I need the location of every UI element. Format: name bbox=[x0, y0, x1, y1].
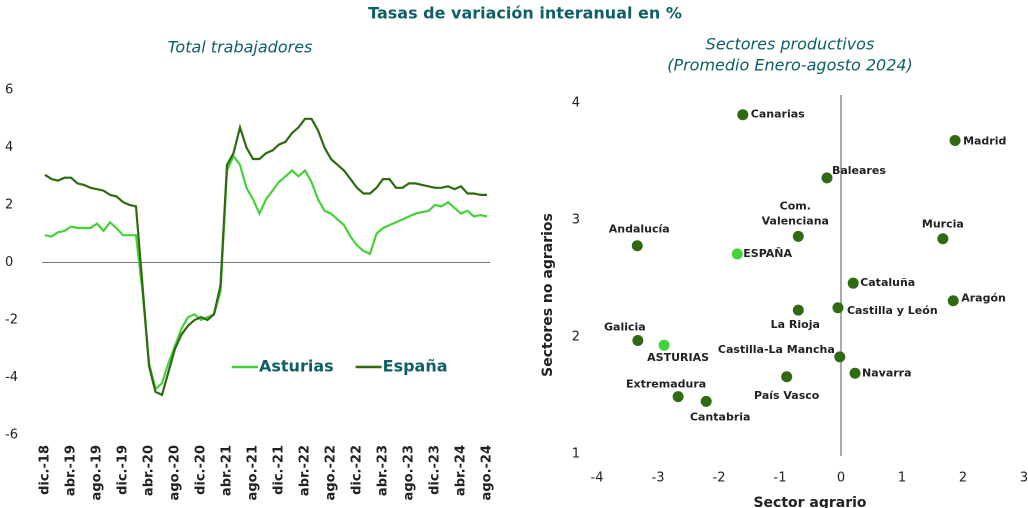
point-label: Galicia bbox=[604, 321, 646, 334]
y-tick-label: -4 bbox=[5, 370, 18, 385]
scatter-point bbox=[847, 277, 859, 289]
scatter-point bbox=[658, 339, 670, 351]
scatter-point bbox=[849, 367, 861, 379]
x-tick-label: dic.-22 bbox=[350, 445, 365, 495]
x-tick-label: abr.-22 bbox=[298, 445, 313, 496]
scatter-point bbox=[832, 302, 844, 314]
x-tick-label: ago.-24 bbox=[480, 445, 495, 500]
x-tick-label: dic.-18 bbox=[38, 445, 53, 495]
x-tick-label: -2 bbox=[713, 471, 726, 486]
legend-label: España bbox=[383, 357, 448, 376]
scatter-point bbox=[631, 240, 643, 252]
y-tick-label: -6 bbox=[5, 428, 18, 443]
x-tick-label: dic.-23 bbox=[428, 445, 443, 495]
scatter-point bbox=[672, 391, 684, 403]
y-tick-label: -2 bbox=[5, 313, 18, 328]
point-label: País Vasco bbox=[754, 389, 820, 402]
chart-title: Sectores productivos bbox=[706, 35, 875, 54]
y-tick-label: 1 bbox=[572, 447, 580, 462]
point-label: La Rioja bbox=[771, 318, 820, 331]
chart-subtitle: (Promedio Enero-agosto 2024) bbox=[667, 56, 913, 75]
x-tick-label: dic.-20 bbox=[194, 445, 209, 495]
legend-label: Asturias bbox=[259, 357, 334, 376]
point-label: Extremadura bbox=[626, 378, 706, 391]
x-tick-label: 0 bbox=[837, 471, 845, 486]
scatter-point bbox=[632, 335, 644, 347]
x-tick-label: ago.-22 bbox=[324, 445, 339, 500]
point-label: Baleares bbox=[832, 164, 886, 177]
x-tick-label: 3 bbox=[1020, 471, 1028, 486]
point-label: Aragón bbox=[961, 292, 1006, 305]
point-label: Castilla y León bbox=[847, 304, 938, 317]
x-tick-label: abr.-24 bbox=[454, 445, 469, 496]
y-axis-label: Sectores no agrarios bbox=[540, 213, 556, 377]
y-tick-label: 2 bbox=[5, 198, 13, 213]
scatter-point bbox=[834, 351, 846, 363]
series-line bbox=[44, 117, 487, 397]
point-label: Castilla-La Mancha bbox=[718, 343, 835, 356]
point-label: Madrid bbox=[963, 134, 1006, 147]
scatter-point bbox=[792, 304, 804, 316]
scatter-point bbox=[937, 233, 949, 245]
y-tick-label: 2 bbox=[572, 330, 580, 345]
y-tick-label: 4 bbox=[572, 96, 580, 111]
point-label: ASTURIAS bbox=[647, 351, 709, 364]
chart-title: Total trabajadores bbox=[168, 38, 313, 57]
x-tick-label: abr.-20 bbox=[142, 445, 157, 496]
y-tick-label: 0 bbox=[5, 255, 13, 270]
x-tick-label: abr.-23 bbox=[376, 445, 391, 496]
x-tick-label: 2 bbox=[959, 471, 967, 486]
point-label: Murcia bbox=[922, 218, 964, 231]
scatter-point bbox=[737, 109, 749, 121]
y-tick-label: 4 bbox=[5, 140, 13, 155]
x-tick-label: ago.-19 bbox=[90, 445, 105, 500]
y-tick-label: 3 bbox=[572, 213, 580, 228]
scatter-point bbox=[792, 230, 804, 242]
scatter-point bbox=[821, 172, 833, 184]
x-tick-label: abr.-21 bbox=[220, 445, 235, 496]
x-tick-label: ago.-21 bbox=[246, 445, 261, 500]
y-tick-label: 6 bbox=[5, 83, 13, 98]
scatter-point bbox=[947, 295, 959, 307]
scatter-point bbox=[949, 134, 961, 146]
series-line bbox=[44, 153, 488, 392]
point-label: ESPAÑA bbox=[743, 247, 792, 260]
page-subtitle: Tasas de variación interanual en % bbox=[368, 4, 682, 23]
scatter-point bbox=[700, 395, 712, 407]
x-tick-label: dic.-21 bbox=[272, 445, 287, 495]
point-label: Com. Valenciana bbox=[762, 199, 829, 227]
scatter-point bbox=[781, 371, 793, 383]
point-label: Canarias bbox=[751, 108, 805, 121]
x-tick-label: dic.-19 bbox=[116, 445, 131, 495]
x-tick-label: ago.-20 bbox=[168, 445, 183, 500]
x-tick-label: ago.-23 bbox=[402, 445, 417, 500]
x-tick-label: abr.-19 bbox=[64, 445, 79, 496]
x-tick-label: 1 bbox=[898, 471, 906, 486]
point-label: Cataluña bbox=[860, 276, 915, 289]
point-label: Navarra bbox=[862, 366, 912, 379]
point-label: Cantabria bbox=[690, 410, 751, 423]
point-label: Andalucía bbox=[609, 223, 670, 236]
x-tick-label: -4 bbox=[591, 471, 604, 486]
x-tick-label: -3 bbox=[652, 471, 665, 486]
scatter-point bbox=[731, 248, 743, 260]
x-tick-label: -1 bbox=[774, 471, 787, 486]
x-axis-label: Sector agrario bbox=[753, 495, 866, 508]
